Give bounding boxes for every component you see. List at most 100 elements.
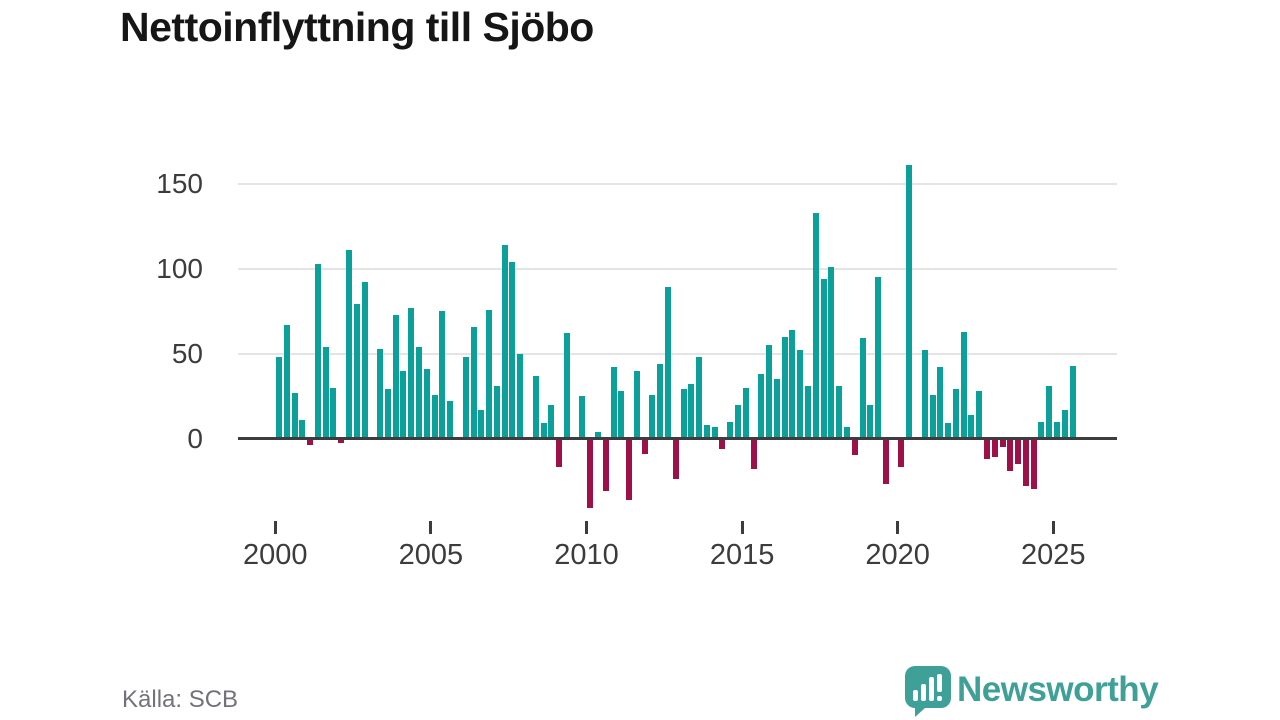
- bar-2020-Q4: [921, 350, 928, 437]
- chart-title: Nettoinflyttning till Sjöbo: [120, 4, 594, 50]
- bar-2018-Q2: [843, 426, 850, 437]
- newsworthy-logo: Newsworthy: [903, 664, 1163, 718]
- bar-2010-Q1: [587, 440, 594, 508]
- bar-2011-Q2: [626, 440, 633, 500]
- bar-2001-Q1: [307, 440, 314, 446]
- bar-2003-Q3: [384, 389, 391, 437]
- bar-2002-Q1: [338, 440, 345, 444]
- bar-2015-Q2: [750, 440, 757, 469]
- bar-2018-Q1: [836, 386, 843, 437]
- bar-2011-Q1: [618, 391, 625, 437]
- bar-2020-Q2: [906, 165, 913, 437]
- bar-2013-Q4: [703, 425, 710, 437]
- x-axis-line: [238, 437, 1117, 440]
- bar-2002-Q2: [346, 250, 353, 437]
- x-tick-2000: [273, 521, 277, 534]
- bar-chart-speech-bubble-icon: [905, 666, 951, 717]
- bar-2018-Q3: [851, 440, 858, 456]
- gridline-100: [238, 267, 1117, 270]
- bar-2005-Q2: [439, 311, 446, 437]
- bar-2015-Q3: [758, 374, 765, 437]
- bar-2007-Q2: [501, 244, 508, 437]
- bar-2023-Q2: [999, 440, 1006, 447]
- bar-2014-Q1: [711, 426, 718, 437]
- bar-2010-Q3: [602, 440, 609, 491]
- bar-2022-Q1: [960, 331, 967, 437]
- gridline-150: [238, 182, 1117, 185]
- bar-2009-Q4: [579, 396, 586, 437]
- bar-2019-Q1: [867, 404, 874, 437]
- bar-2007-Q3: [509, 261, 516, 437]
- bar-2012-Q3: [665, 287, 671, 437]
- y-axis-label-100: 100: [156, 252, 203, 284]
- bar-2002-Q4: [361, 282, 368, 437]
- bar-2023-Q3: [1007, 440, 1014, 471]
- x-tick-2005: [429, 521, 433, 534]
- bar-2001-Q3: [322, 346, 329, 437]
- y-axis-label-0: 0: [187, 422, 203, 454]
- y-axis-label-50: 50: [171, 337, 203, 369]
- bar-2000-Q2: [283, 324, 290, 437]
- bar-2025-Q1: [1054, 421, 1060, 437]
- bar-2022-Q2: [968, 414, 975, 437]
- bar-2004-Q1: [400, 370, 407, 437]
- bar-2024-Q3: [1038, 421, 1045, 437]
- bar-2019-Q3: [882, 440, 889, 485]
- bar-2008-Q4: [548, 404, 555, 437]
- bar-2000-Q3: [291, 392, 298, 437]
- bar-2016-Q3: [789, 329, 796, 437]
- x-tick-2020: [896, 521, 900, 534]
- bar-2024-Q2: [1030, 440, 1037, 490]
- bar-2011-Q3: [633, 370, 640, 437]
- bar-2006-Q1: [462, 357, 469, 437]
- bar-2012-Q1: [649, 394, 656, 437]
- bar-2021-Q2: [937, 367, 944, 437]
- bar-2025-Q3: [1069, 365, 1076, 437]
- bar-2018-Q4: [859, 338, 866, 437]
- bar-2022-Q4: [983, 440, 990, 459]
- bar-2001-Q4: [330, 387, 337, 437]
- bar-2003-Q2: [377, 348, 384, 437]
- bar-2000-Q4: [299, 420, 306, 437]
- bar-2007-Q4: [517, 353, 524, 437]
- bar-2024-Q1: [1022, 440, 1029, 486]
- gridline-50: [238, 352, 1117, 355]
- x-axis-label-2025: 2025: [1021, 539, 1086, 571]
- bar-2025-Q2: [1061, 409, 1068, 437]
- x-axis-label-2020: 2020: [865, 539, 930, 571]
- bar-2015-Q4: [766, 345, 773, 437]
- x-tick-2025: [1051, 521, 1055, 534]
- bar-2009-Q1: [556, 440, 563, 468]
- bar-2006-Q3: [478, 409, 485, 437]
- bar-2014-Q4: [735, 404, 742, 437]
- bar-2016-Q4: [797, 350, 804, 437]
- x-axis-label-2010: 2010: [554, 539, 619, 571]
- bar-2004-Q4: [423, 369, 430, 437]
- x-tick-2015: [740, 521, 744, 534]
- bar-2015-Q1: [742, 387, 749, 437]
- bar-2021-Q1: [929, 394, 936, 437]
- x-axis-label-2015: 2015: [709, 539, 775, 571]
- bar-2010-Q2: [594, 431, 601, 437]
- bar-2021-Q3: [945, 423, 952, 437]
- bar-2004-Q3: [416, 346, 423, 437]
- bar-2022-Q3: [976, 391, 983, 437]
- bar-2007-Q1: [493, 386, 500, 437]
- bar-2017-Q4: [828, 267, 835, 437]
- x-tick-2010: [585, 521, 588, 534]
- bar-2013-Q1: [680, 389, 687, 437]
- bar-2006-Q4: [486, 309, 493, 437]
- bar-2002-Q3: [353, 304, 360, 437]
- bar-2017-Q3: [820, 278, 827, 437]
- bar-2017-Q1: [805, 386, 812, 437]
- bar-2014-Q2: [719, 440, 726, 449]
- bar-2005-Q3: [447, 401, 454, 437]
- bar-2006-Q2: [470, 326, 477, 437]
- source-note: Källa: SCB: [122, 686, 239, 713]
- bar-2004-Q2: [408, 307, 415, 437]
- bar-2011-Q4: [641, 440, 648, 454]
- bar-2016-Q1: [773, 379, 780, 437]
- bar-2001-Q2: [314, 263, 321, 437]
- x-axis-label-2000: 2000: [243, 539, 308, 571]
